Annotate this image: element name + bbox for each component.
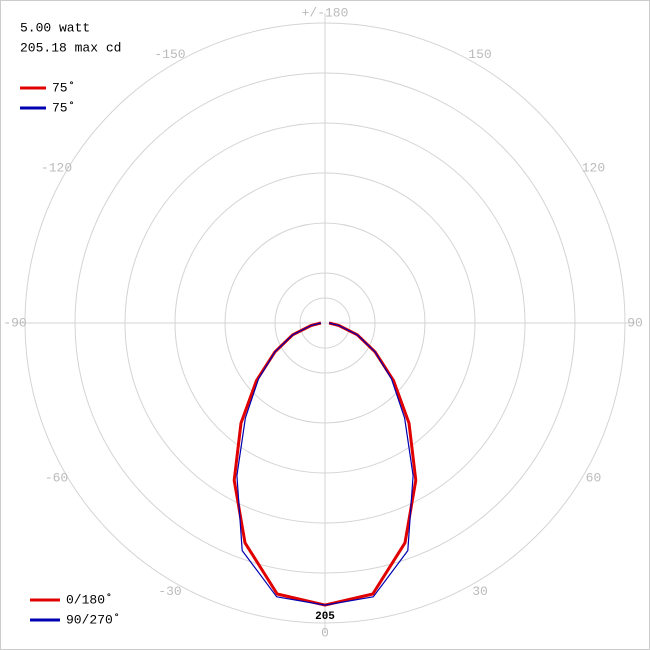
- angle-tick-label: 90: [627, 315, 643, 330]
- info-text: 5.00 watt: [20, 20, 90, 35]
- angle-tick-label: +/-180: [302, 5, 349, 20]
- legend-label: 90/270˚: [66, 612, 121, 627]
- legend-label: 0/180˚: [66, 592, 113, 607]
- max-label: 205: [315, 611, 335, 623]
- angle-tick-label: -90: [3, 315, 26, 330]
- series-line: [236, 322, 414, 606]
- angle-tick-label: 0: [321, 625, 329, 640]
- legend-label: 75˚: [52, 80, 75, 95]
- info-text: 205.18 max cd: [20, 40, 121, 55]
- angle-tick-label: -30: [158, 584, 181, 599]
- angle-tick-label: 150: [468, 47, 491, 62]
- angle-tick-label: 60: [586, 470, 602, 485]
- angle-tick-label: -60: [45, 470, 68, 485]
- angle-tick-label: 30: [472, 584, 488, 599]
- angle-tick-label: -150: [154, 47, 185, 62]
- legend-label: 75˚: [52, 100, 75, 115]
- angle-tick-label: 120: [582, 160, 605, 175]
- angle-tick-label: -120: [41, 160, 72, 175]
